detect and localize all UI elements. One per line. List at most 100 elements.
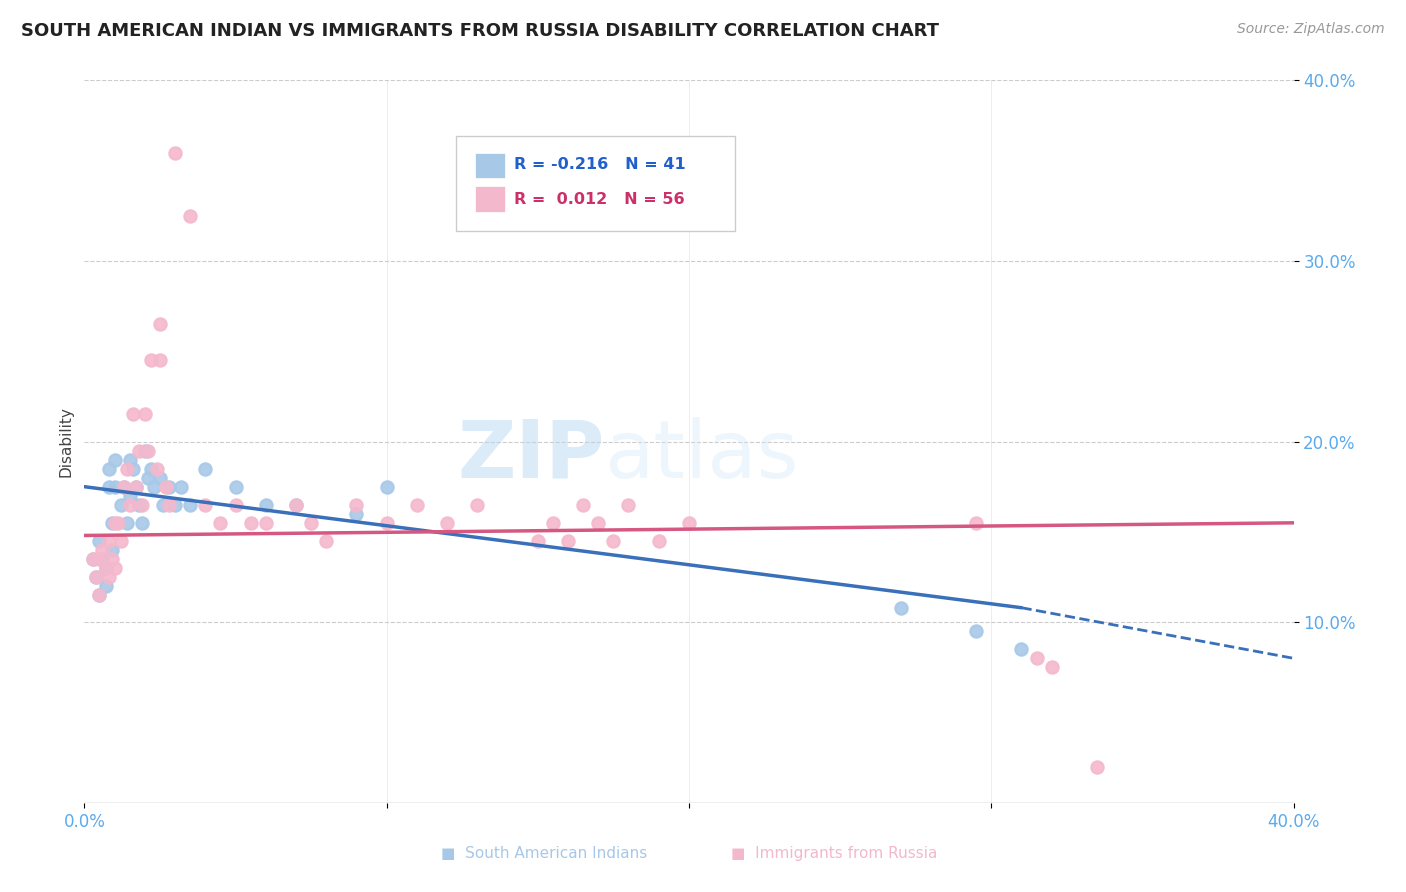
FancyBboxPatch shape <box>456 136 735 230</box>
Point <box>125 480 148 494</box>
Point <box>112 480 135 494</box>
Point <box>100 552 122 566</box>
Point <box>588 516 610 530</box>
Point <box>1085 760 1108 774</box>
Point <box>239 516 262 530</box>
Y-axis label: Disability: Disability <box>58 406 73 477</box>
Text: ■  South American Indians: ■ South American Indians <box>440 846 647 861</box>
Point <box>346 498 368 512</box>
Point <box>315 533 337 548</box>
Point <box>965 516 987 530</box>
Point <box>194 461 217 475</box>
Point <box>436 516 458 530</box>
Point <box>89 533 111 548</box>
Point <box>91 542 114 557</box>
Point <box>165 145 187 160</box>
FancyBboxPatch shape <box>475 186 505 211</box>
Point <box>104 516 127 530</box>
Point <box>89 588 111 602</box>
Point <box>179 209 201 223</box>
Point <box>82 552 104 566</box>
Point <box>97 461 120 475</box>
Point <box>155 480 177 494</box>
Point <box>152 498 174 512</box>
Point <box>194 498 217 512</box>
Point <box>118 498 141 512</box>
Point <box>125 480 148 494</box>
Point <box>107 516 129 530</box>
Point <box>94 561 117 575</box>
FancyBboxPatch shape <box>475 153 505 178</box>
Point <box>128 443 150 458</box>
Text: R = -0.216   N = 41: R = -0.216 N = 41 <box>513 157 685 172</box>
Point <box>557 533 579 548</box>
Point <box>112 480 135 494</box>
Point <box>91 552 114 566</box>
Point <box>115 516 138 530</box>
Point <box>146 461 169 475</box>
Point <box>965 624 987 639</box>
Point <box>104 561 127 575</box>
Point <box>94 579 117 593</box>
Point <box>97 570 120 584</box>
Point <box>121 461 143 475</box>
Text: ■  Immigrants from Russia: ■ Immigrants from Russia <box>731 846 938 861</box>
Point <box>1011 642 1033 657</box>
Point <box>86 570 108 584</box>
Point <box>86 570 108 584</box>
Point <box>110 498 132 512</box>
Point <box>136 443 159 458</box>
Text: atlas: atlas <box>605 417 799 495</box>
Point <box>299 516 322 530</box>
Point <box>134 443 156 458</box>
Point <box>678 516 700 530</box>
Point <box>890 600 912 615</box>
Point <box>89 552 111 566</box>
Point <box>617 498 640 512</box>
Point <box>110 533 132 548</box>
Point <box>131 516 153 530</box>
Point <box>602 533 624 548</box>
Point <box>225 498 247 512</box>
Point <box>104 452 127 467</box>
Point <box>94 561 117 575</box>
Point <box>118 489 141 503</box>
Point <box>375 480 398 494</box>
Point <box>467 498 489 512</box>
Point <box>128 498 150 512</box>
Point <box>118 452 141 467</box>
Point <box>136 471 159 485</box>
Point <box>134 408 156 422</box>
Point <box>82 552 104 566</box>
Point <box>346 507 368 521</box>
Point <box>121 408 143 422</box>
Point <box>149 471 172 485</box>
Point <box>142 480 165 494</box>
Point <box>100 542 122 557</box>
Point <box>157 480 180 494</box>
Text: Source: ZipAtlas.com: Source: ZipAtlas.com <box>1237 22 1385 37</box>
Point <box>139 353 162 368</box>
Point <box>97 533 120 548</box>
Point <box>254 516 277 530</box>
Point <box>209 516 232 530</box>
Point <box>170 480 193 494</box>
Point <box>527 533 550 548</box>
Point <box>149 317 172 331</box>
Point <box>157 498 180 512</box>
Point <box>165 498 187 512</box>
Point <box>406 498 429 512</box>
Point <box>572 498 595 512</box>
Point <box>131 498 153 512</box>
Point <box>89 588 111 602</box>
Point <box>285 498 308 512</box>
Point <box>375 516 398 530</box>
Text: SOUTH AMERICAN INDIAN VS IMMIGRANTS FROM RUSSIA DISABILITY CORRELATION CHART: SOUTH AMERICAN INDIAN VS IMMIGRANTS FROM… <box>21 22 939 40</box>
Point <box>541 516 564 530</box>
Point <box>97 480 120 494</box>
Point <box>179 498 201 512</box>
Point <box>648 533 671 548</box>
Text: ZIP: ZIP <box>457 417 605 495</box>
Point <box>100 516 122 530</box>
Point <box>139 461 162 475</box>
